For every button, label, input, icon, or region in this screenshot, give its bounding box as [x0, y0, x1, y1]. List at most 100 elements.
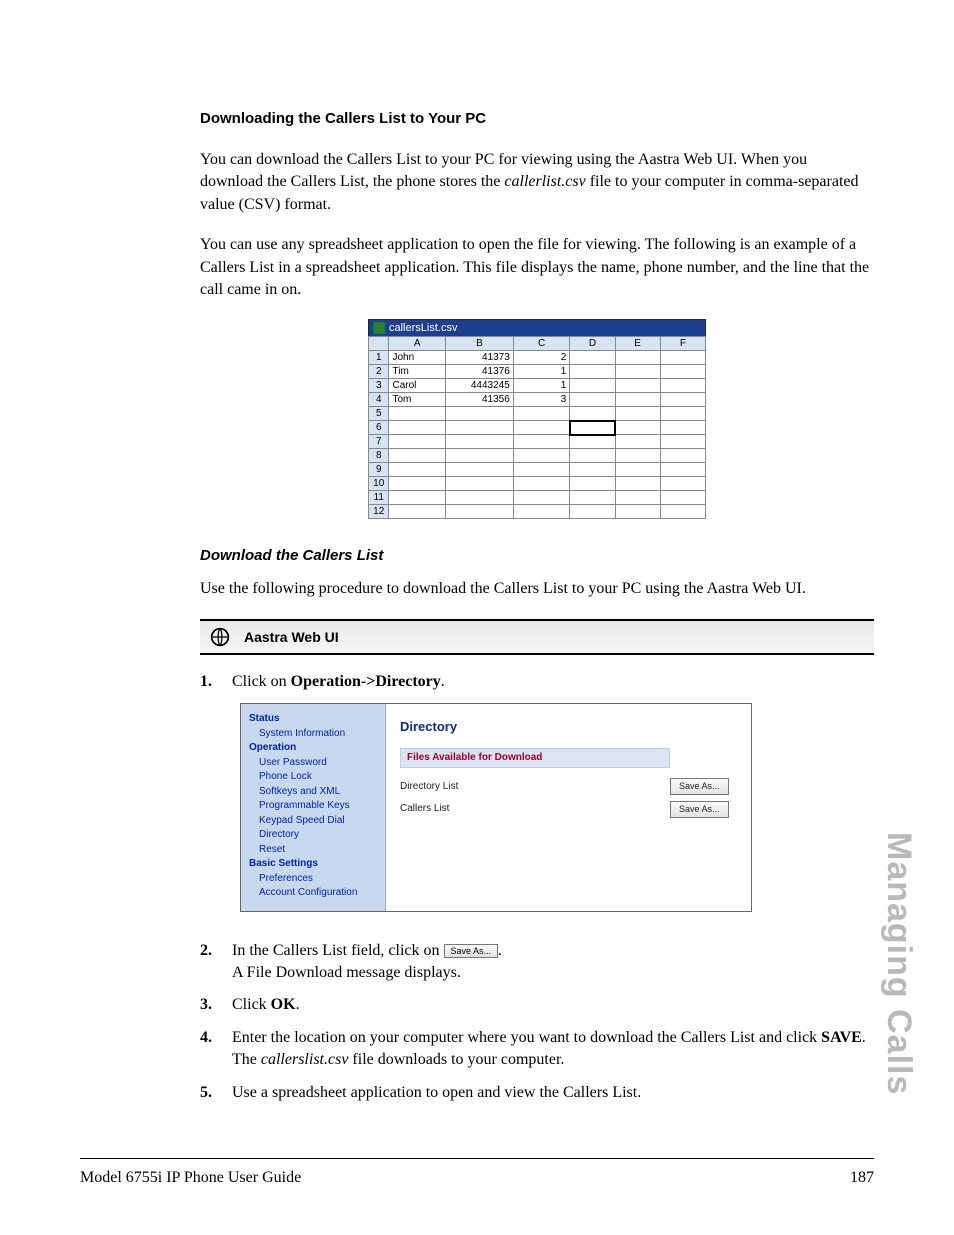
cell — [660, 393, 705, 407]
column-header: D — [570, 337, 615, 351]
paragraph-2: You can use any spreadsheet application … — [200, 234, 874, 301]
cell: 41373 — [446, 351, 514, 365]
side-tab-label: Managing Calls — [879, 832, 918, 1095]
cell — [615, 491, 660, 505]
text: The — [232, 1051, 261, 1068]
cell — [570, 463, 615, 477]
text: Click — [232, 996, 271, 1013]
cell — [615, 407, 660, 421]
cell — [660, 505, 705, 519]
row-number: 12 — [369, 505, 389, 519]
cell — [570, 449, 615, 463]
step-number: 3. — [200, 994, 222, 1016]
cell — [389, 407, 446, 421]
cell — [660, 477, 705, 491]
cell — [660, 351, 705, 365]
cell: 1 — [513, 365, 570, 379]
text: Use a spreadsheet application to open an… — [232, 1082, 874, 1104]
webui-banner: Aastra Web UI — [200, 619, 874, 655]
section-heading: Downloading the Callers List to Your PC — [200, 110, 874, 127]
cell — [513, 491, 570, 505]
save-label: SAVE — [821, 1029, 862, 1046]
nav-reset[interactable]: Reset — [259, 843, 379, 858]
cell — [389, 463, 446, 477]
cell — [570, 365, 615, 379]
filename: callerslist.csv — [261, 1051, 349, 1068]
paragraph-3: Use the following procedure to download … — [200, 578, 874, 600]
ok-label: OK — [271, 996, 296, 1013]
save-as-button[interactable]: Save As... — [670, 801, 729, 818]
cell — [446, 505, 514, 519]
cell — [570, 435, 615, 449]
cell — [615, 351, 660, 365]
nav-status[interactable]: Status — [249, 712, 379, 727]
text: Enter the location on your computer wher… — [232, 1029, 821, 1046]
step-number: 4. — [200, 1027, 222, 1072]
cell — [660, 379, 705, 393]
cell — [570, 379, 615, 393]
banner-label: Aastra Web UI — [244, 629, 339, 645]
nav-programmable-keys[interactable]: Programmable Keys — [259, 799, 379, 814]
paragraph-1: You can download the Callers List to you… — [200, 149, 874, 216]
webui-title: Directory — [400, 718, 737, 736]
cell — [615, 477, 660, 491]
cell — [615, 379, 660, 393]
subsection-heading: Download the Callers List — [200, 547, 874, 564]
text: file downloads to your computer. — [348, 1051, 564, 1068]
cell — [570, 505, 615, 519]
nav-basic-settings[interactable]: Basic Settings — [249, 857, 379, 872]
nav-phone-lock[interactable]: Phone Lock — [259, 770, 379, 785]
cell: 1 — [513, 379, 570, 393]
cell: 2 — [513, 351, 570, 365]
cell: Carol — [389, 379, 446, 393]
column-header: F — [660, 337, 705, 351]
cell — [389, 505, 446, 519]
step-2: 2. In the Callers List field, click on S… — [200, 940, 874, 985]
text: A File Download message displays. — [232, 964, 461, 981]
nav-keypad-speed-dial[interactable]: Keypad Speed Dial — [259, 814, 379, 829]
text: In the Callers List field, click on — [232, 942, 444, 959]
cell — [446, 477, 514, 491]
cell — [513, 449, 570, 463]
cell: Tom — [389, 393, 446, 407]
cell — [660, 491, 705, 505]
row-number: 11 — [369, 491, 389, 505]
cell — [660, 407, 705, 421]
cell — [615, 393, 660, 407]
nav-account-configuration[interactable]: Account Configuration — [259, 886, 379, 901]
nav-system-information[interactable]: System Information — [259, 727, 379, 742]
cell: 4443245 — [446, 379, 514, 393]
cell — [389, 477, 446, 491]
cell — [660, 365, 705, 379]
step-5: 5. Use a spreadsheet application to open… — [200, 1082, 874, 1104]
row-number: 8 — [369, 449, 389, 463]
row-label: Directory List — [400, 780, 670, 794]
nav-user-password[interactable]: User Password — [259, 756, 379, 771]
globe-icon — [210, 627, 230, 647]
save-as-button-inline[interactable]: Save As... — [444, 944, 499, 959]
row-number: 6 — [369, 421, 389, 435]
step-number: 2. — [200, 940, 222, 985]
cell — [660, 449, 705, 463]
nav-operation[interactable]: Operation — [249, 741, 379, 756]
cell — [660, 435, 705, 449]
cell — [570, 491, 615, 505]
webui-screenshot: Status System Information Operation User… — [240, 703, 752, 912]
webui-nav: Status System Information Operation User… — [241, 704, 386, 911]
spreadsheet-grid: ABCDEF1John4137322Tim4137613Carol4443245… — [368, 336, 706, 519]
webui-row-directory-list: Directory List Save As... — [400, 778, 737, 795]
cell — [615, 435, 660, 449]
column-header: E — [615, 337, 660, 351]
nav-preferences[interactable]: Preferences — [259, 872, 379, 887]
cell — [615, 449, 660, 463]
cell — [446, 463, 514, 477]
row-number: 10 — [369, 477, 389, 491]
nav-softkeys-xml[interactable]: Softkeys and XML — [259, 785, 379, 800]
corner-cell — [369, 337, 389, 351]
cell — [446, 435, 514, 449]
cell — [389, 421, 446, 435]
cell — [513, 407, 570, 421]
cell: 41376 — [446, 365, 514, 379]
nav-directory[interactable]: Directory — [259, 828, 379, 843]
save-as-button[interactable]: Save As... — [670, 778, 729, 795]
